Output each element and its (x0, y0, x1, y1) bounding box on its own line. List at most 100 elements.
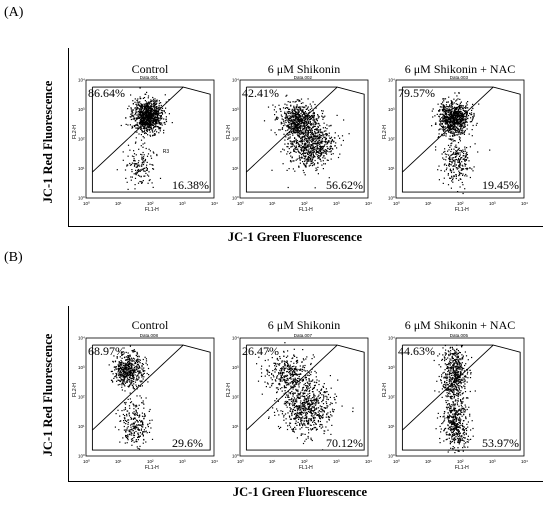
event-dots (116, 87, 173, 190)
lower-right-percent: 53.97% (482, 436, 519, 450)
file-label: Data.005 (450, 333, 469, 338)
x-tick-label: 10⁰ (393, 459, 400, 464)
lower-right-percent: 16.38% (172, 178, 209, 192)
y-tick-label: 10⁴ (388, 336, 395, 341)
x-tick-label: 10⁰ (237, 201, 244, 206)
plot-area (85, 337, 215, 457)
x-tick-label: 10² (301, 201, 308, 206)
y-axis-name: FL2-H (382, 125, 388, 139)
event-dots (431, 92, 491, 195)
y-tick-label: 10³ (232, 365, 239, 370)
x-tick-label: 10² (147, 459, 154, 464)
y-tick-label: 10⁰ (388, 454, 395, 459)
x-tick-label: 10³ (489, 459, 496, 464)
gate-outline (91, 344, 211, 451)
y-tick-label: 10¹ (78, 166, 85, 171)
x-tick-label: 10¹ (269, 201, 276, 206)
y-tick-label: 10³ (78, 107, 85, 112)
subplot-title: Control (131, 318, 169, 332)
file-label: Data.001 (140, 75, 159, 80)
x-tick-label: 10² (301, 459, 308, 464)
lower-right-percent: 56.62% (326, 178, 363, 192)
x-tick-label: 10¹ (115, 459, 122, 464)
y-tick-label: 10⁰ (232, 196, 239, 201)
x-axis-name: FL1-H (299, 207, 313, 213)
subplot-title: Control (131, 62, 169, 76)
upper-left-percent: 79.57% (398, 86, 435, 100)
event-dots (433, 344, 476, 454)
gate-diagonal (402, 86, 494, 173)
x-tick-label: 10² (457, 201, 464, 206)
y-tick-label: 10² (388, 137, 395, 142)
x-tick-label: 10⁰ (83, 459, 90, 464)
lower-right-percent: 19.45% (482, 178, 519, 192)
gate-outline (401, 86, 521, 193)
y-axis-name: FL2-H (382, 383, 388, 397)
x-tick-label: 10¹ (425, 459, 432, 464)
y-tick-label: 10⁴ (78, 336, 85, 341)
lower-right-percent: 29.6% (172, 436, 203, 450)
subplot-title: 6 μM Shikonin (267, 62, 341, 76)
x-tick-label: 10⁴ (521, 201, 528, 206)
x-axis-name: FL1-H (299, 465, 313, 471)
y-tick-label: 10¹ (78, 424, 85, 429)
x-tick-label: 10⁴ (365, 459, 372, 464)
y-tick-label: 10⁰ (232, 454, 239, 459)
y-tick-label: 10⁰ (78, 196, 85, 201)
y-tick-label: 10³ (388, 107, 395, 112)
gate-label: R3 (163, 149, 170, 155)
x-axis-name: FL1-H (145, 207, 159, 213)
upper-left-percent: 86.64% (88, 86, 125, 100)
x-tick-label: 10⁴ (211, 201, 218, 206)
panel-a-ylabel: JC-1 Red Fluorescence (41, 80, 55, 204)
x-tick-label: 10⁰ (393, 201, 400, 206)
gate-outline (245, 344, 365, 451)
event-dots (256, 342, 354, 451)
gate-outline (91, 86, 211, 193)
upper-left-percent: 68.97% (88, 344, 125, 358)
x-tick-label: 10³ (179, 201, 186, 206)
y-tick-label: 10¹ (388, 424, 395, 429)
file-label: Data.007 (294, 333, 313, 338)
lower-right-percent: 70.12% (326, 436, 363, 450)
panel-a-xlabel: JC-1 Green Fluorescence (227, 230, 363, 244)
upper-left-percent: 26.47% (242, 344, 279, 358)
file-label: Data.008 (140, 333, 159, 338)
y-tick-label: 10¹ (388, 166, 395, 171)
y-tick-label: 10⁴ (232, 78, 239, 83)
panel-b-label: (B) (4, 250, 23, 265)
upper-left-percent: 44.63% (398, 344, 435, 358)
subplot-title: 6 μM Shikonin + NAC (404, 318, 516, 332)
upper-left-percent: 42.41% (242, 86, 279, 100)
y-axis-name: FL2-H (72, 125, 78, 139)
gate-diagonal (92, 86, 184, 173)
x-tick-label: 10⁴ (211, 459, 218, 464)
gate-outline (401, 344, 521, 451)
x-tick-label: 10³ (179, 459, 186, 464)
x-axis-name: FL1-H (145, 465, 159, 471)
gate-diagonal (402, 344, 494, 431)
plot-area (395, 337, 525, 457)
y-tick-label: 10⁴ (232, 336, 239, 341)
y-tick-label: 10³ (388, 365, 395, 370)
x-tick-label: 10¹ (269, 459, 276, 464)
x-axis-name: FL1-H (455, 207, 469, 213)
y-tick-label: 10⁰ (388, 196, 395, 201)
y-tick-label: 10² (232, 395, 239, 400)
panel-a-label: (A) (4, 5, 24, 20)
file-label: Data.003 (450, 75, 469, 80)
x-tick-label: 10² (457, 459, 464, 464)
event-dots (108, 345, 154, 450)
x-tick-label: 10⁰ (83, 201, 90, 206)
y-tick-label: 10⁴ (388, 78, 395, 83)
y-tick-label: 10² (388, 395, 395, 400)
event-dots (263, 94, 350, 189)
y-tick-label: 10² (232, 137, 239, 142)
panel-b-frame (68, 306, 543, 482)
